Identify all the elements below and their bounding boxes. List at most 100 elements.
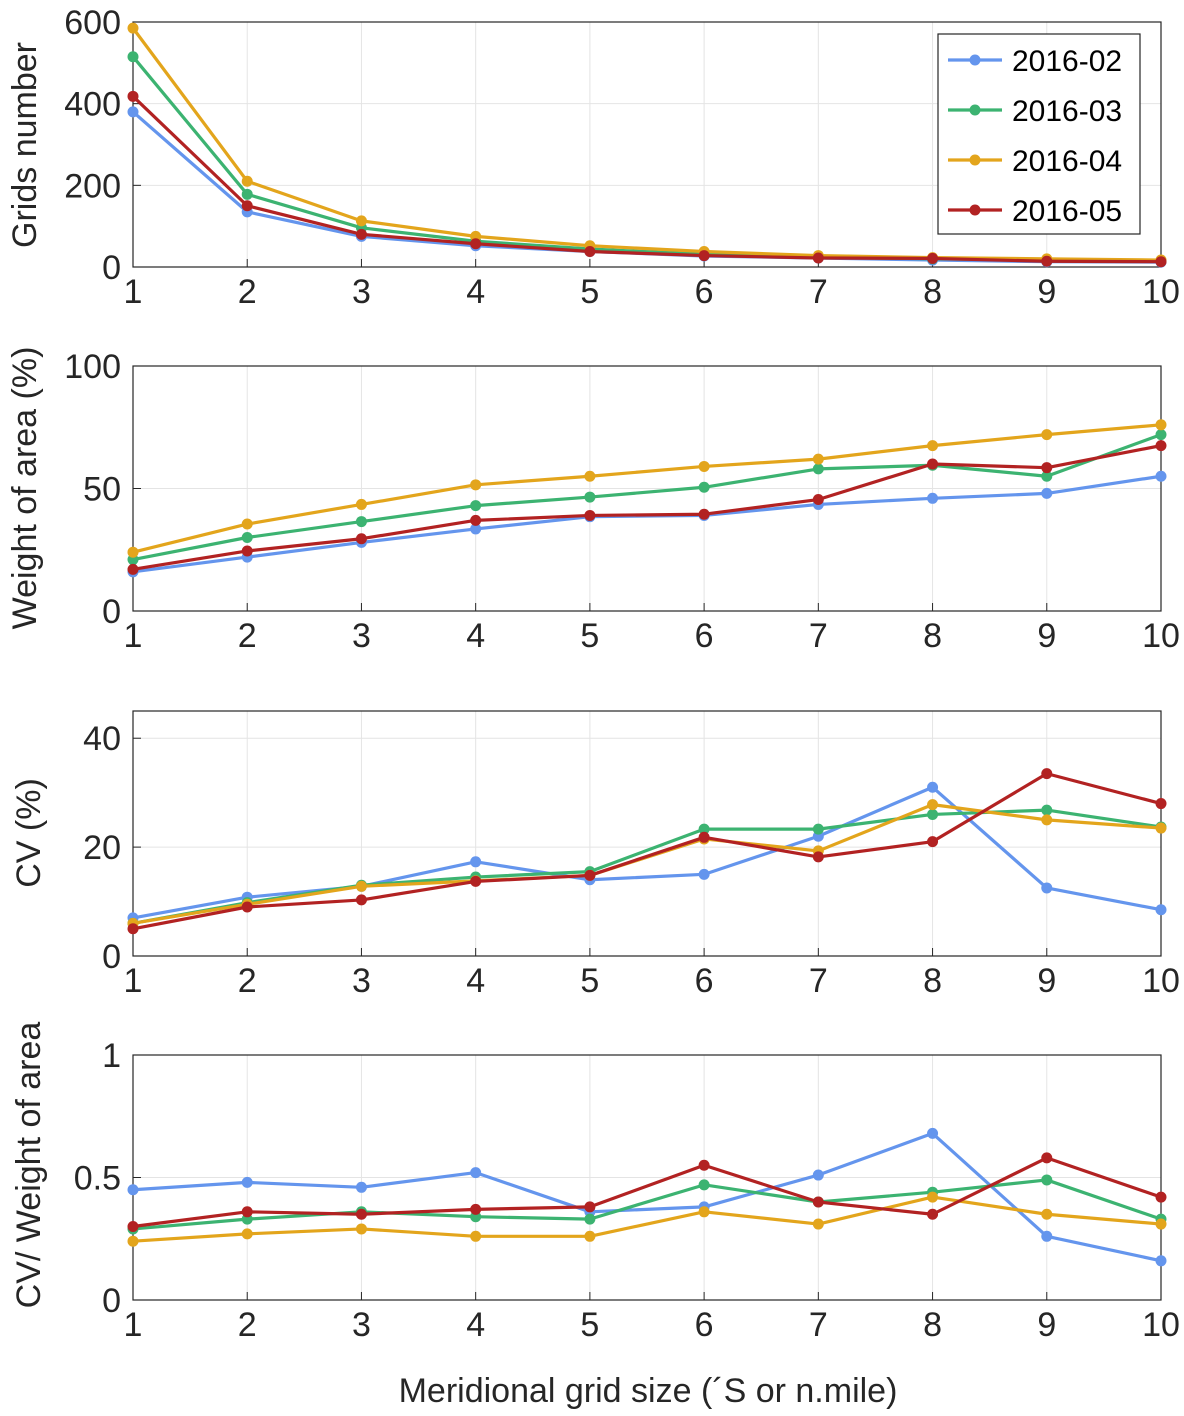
data-point-2016-02 <box>812 1169 824 1181</box>
data-point-2016-04 <box>698 460 710 472</box>
data-point-2016-05 <box>355 1208 367 1220</box>
data-point-2016-02 <box>1041 1230 1053 1242</box>
data-point-2016-04 <box>584 1230 596 1242</box>
y-axis-title: Grids number <box>6 42 44 248</box>
legend-label: 2016-04 <box>1012 145 1122 178</box>
data-point-2016-02 <box>127 106 139 118</box>
series-line-2016-04 <box>132 423 1162 554</box>
x-tick-label: 4 <box>466 962 485 1000</box>
y-tick-label: 400 <box>64 86 121 124</box>
data-point-2016-03 <box>127 51 139 63</box>
data-point-2016-02 <box>1155 1255 1167 1267</box>
x-tick-label: 9 <box>1037 617 1056 655</box>
data-point-2016-04 <box>355 215 367 227</box>
data-point-2016-04 <box>127 1235 139 1247</box>
legend-swatch-marker <box>969 154 981 166</box>
x-tick-label: 1 <box>124 273 143 311</box>
data-point-2016-05 <box>1041 1152 1053 1164</box>
x-tick-label: 4 <box>466 617 485 655</box>
data-point-2016-04 <box>241 175 253 187</box>
data-point-2016-05 <box>470 1203 482 1215</box>
data-point-2016-05 <box>1155 1191 1167 1203</box>
data-point-2016-03 <box>1041 470 1053 482</box>
x-tick-label: 7 <box>809 962 828 1000</box>
data-point-2016-02 <box>927 781 939 793</box>
x-tick-label: 8 <box>923 962 942 1000</box>
data-point-2016-05 <box>470 238 482 250</box>
data-point-2016-02 <box>470 856 482 868</box>
data-point-2016-03 <box>1041 804 1053 816</box>
data-point-2016-05 <box>127 923 139 935</box>
x-tick-label: 2 <box>238 617 257 655</box>
data-point-2016-05 <box>470 514 482 526</box>
data-point-2016-05 <box>470 875 482 887</box>
data-point-2016-04 <box>127 22 139 34</box>
y-tick-label: 0 <box>102 1282 121 1320</box>
data-point-2016-05 <box>127 1221 139 1232</box>
data-point-2016-03 <box>812 463 824 475</box>
data-point-2016-04 <box>241 1228 253 1240</box>
x-tick-label: 5 <box>580 962 599 1000</box>
data-point-2016-05 <box>1155 440 1167 452</box>
series-line-2016-03 <box>132 808 1162 925</box>
data-point-2016-04 <box>355 880 367 892</box>
x-tick-label: 3 <box>352 962 371 1000</box>
legend-swatch-marker <box>969 204 981 216</box>
series-line-2016-04 <box>131 27 1162 262</box>
x-tick-label: 10 <box>1142 962 1180 1000</box>
data-point-2016-05 <box>355 533 367 545</box>
data-point-2016-05 <box>698 250 710 262</box>
data-point-2016-04 <box>812 453 824 465</box>
x-tick-label: 9 <box>1037 1306 1056 1344</box>
x-tick-label: 7 <box>809 1306 828 1344</box>
data-point-2016-02 <box>927 1127 939 1139</box>
data-point-2016-04 <box>1041 814 1053 826</box>
y-axis-title: Weight of area (%) <box>6 347 44 630</box>
data-point-2016-02 <box>1155 470 1167 482</box>
data-point-2016-05 <box>127 563 139 575</box>
data-point-2016-05 <box>241 1206 253 1218</box>
series-line-2016-03 <box>132 433 1162 562</box>
series-line-2016-05 <box>132 772 1162 931</box>
data-point-2016-05 <box>927 1208 939 1220</box>
data-point-2016-05 <box>927 458 939 470</box>
x-tick-label: 4 <box>466 273 485 311</box>
data-point-2016-04 <box>470 1230 482 1242</box>
data-point-2016-05 <box>355 228 367 240</box>
y-axis-title: CV/ Weight of area <box>10 1022 48 1309</box>
data-point-2016-03 <box>584 491 596 503</box>
y-tick-label: 50 <box>83 471 121 509</box>
data-point-2016-04 <box>927 440 939 452</box>
axes-frame <box>132 21 1162 268</box>
data-point-2016-03 <box>698 481 710 493</box>
data-point-2016-05 <box>698 508 710 520</box>
data-point-2016-05 <box>1155 798 1167 810</box>
x-tick-label: 5 <box>580 617 599 655</box>
axes-frame <box>132 710 1162 957</box>
data-point-2016-05 <box>812 851 824 863</box>
data-point-2016-03 <box>698 1179 710 1191</box>
data-point-2016-05 <box>584 245 596 257</box>
x-tick-label: 6 <box>695 273 714 311</box>
data-point-2016-05 <box>1041 462 1053 474</box>
data-point-2016-04 <box>470 479 482 491</box>
x-tick-label: 8 <box>923 617 942 655</box>
data-point-2016-04 <box>127 546 139 558</box>
legend: 2016-02 2016-03 2016-04 2016-05 <box>937 33 1141 235</box>
x-tick-label: 2 <box>238 1306 257 1344</box>
data-point-2016-04 <box>927 1191 939 1203</box>
data-point-2016-04 <box>1041 1208 1053 1220</box>
x-tick-label: 2 <box>238 962 257 1000</box>
data-point-2016-04 <box>698 1206 710 1218</box>
x-tick-label: 10 <box>1142 1306 1180 1344</box>
series-line-2016-05 <box>131 95 1162 264</box>
data-point-2016-04 <box>355 498 367 510</box>
x-tick-label: 6 <box>695 962 714 1000</box>
legend-swatch-marker <box>969 104 981 116</box>
series-line-2016-02 <box>132 785 1162 920</box>
data-point-2016-05 <box>812 1196 824 1208</box>
x-tick-label: 3 <box>352 617 371 655</box>
y-tick-label: 0 <box>102 938 121 976</box>
